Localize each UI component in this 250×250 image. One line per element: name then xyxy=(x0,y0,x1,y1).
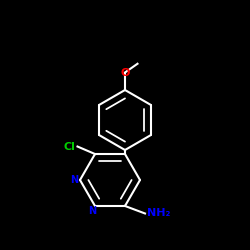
Text: O: O xyxy=(120,68,130,78)
Text: Cl: Cl xyxy=(63,142,75,152)
Text: N: N xyxy=(88,206,96,216)
Text: N: N xyxy=(70,175,78,185)
Text: NH₂: NH₂ xyxy=(148,208,171,218)
